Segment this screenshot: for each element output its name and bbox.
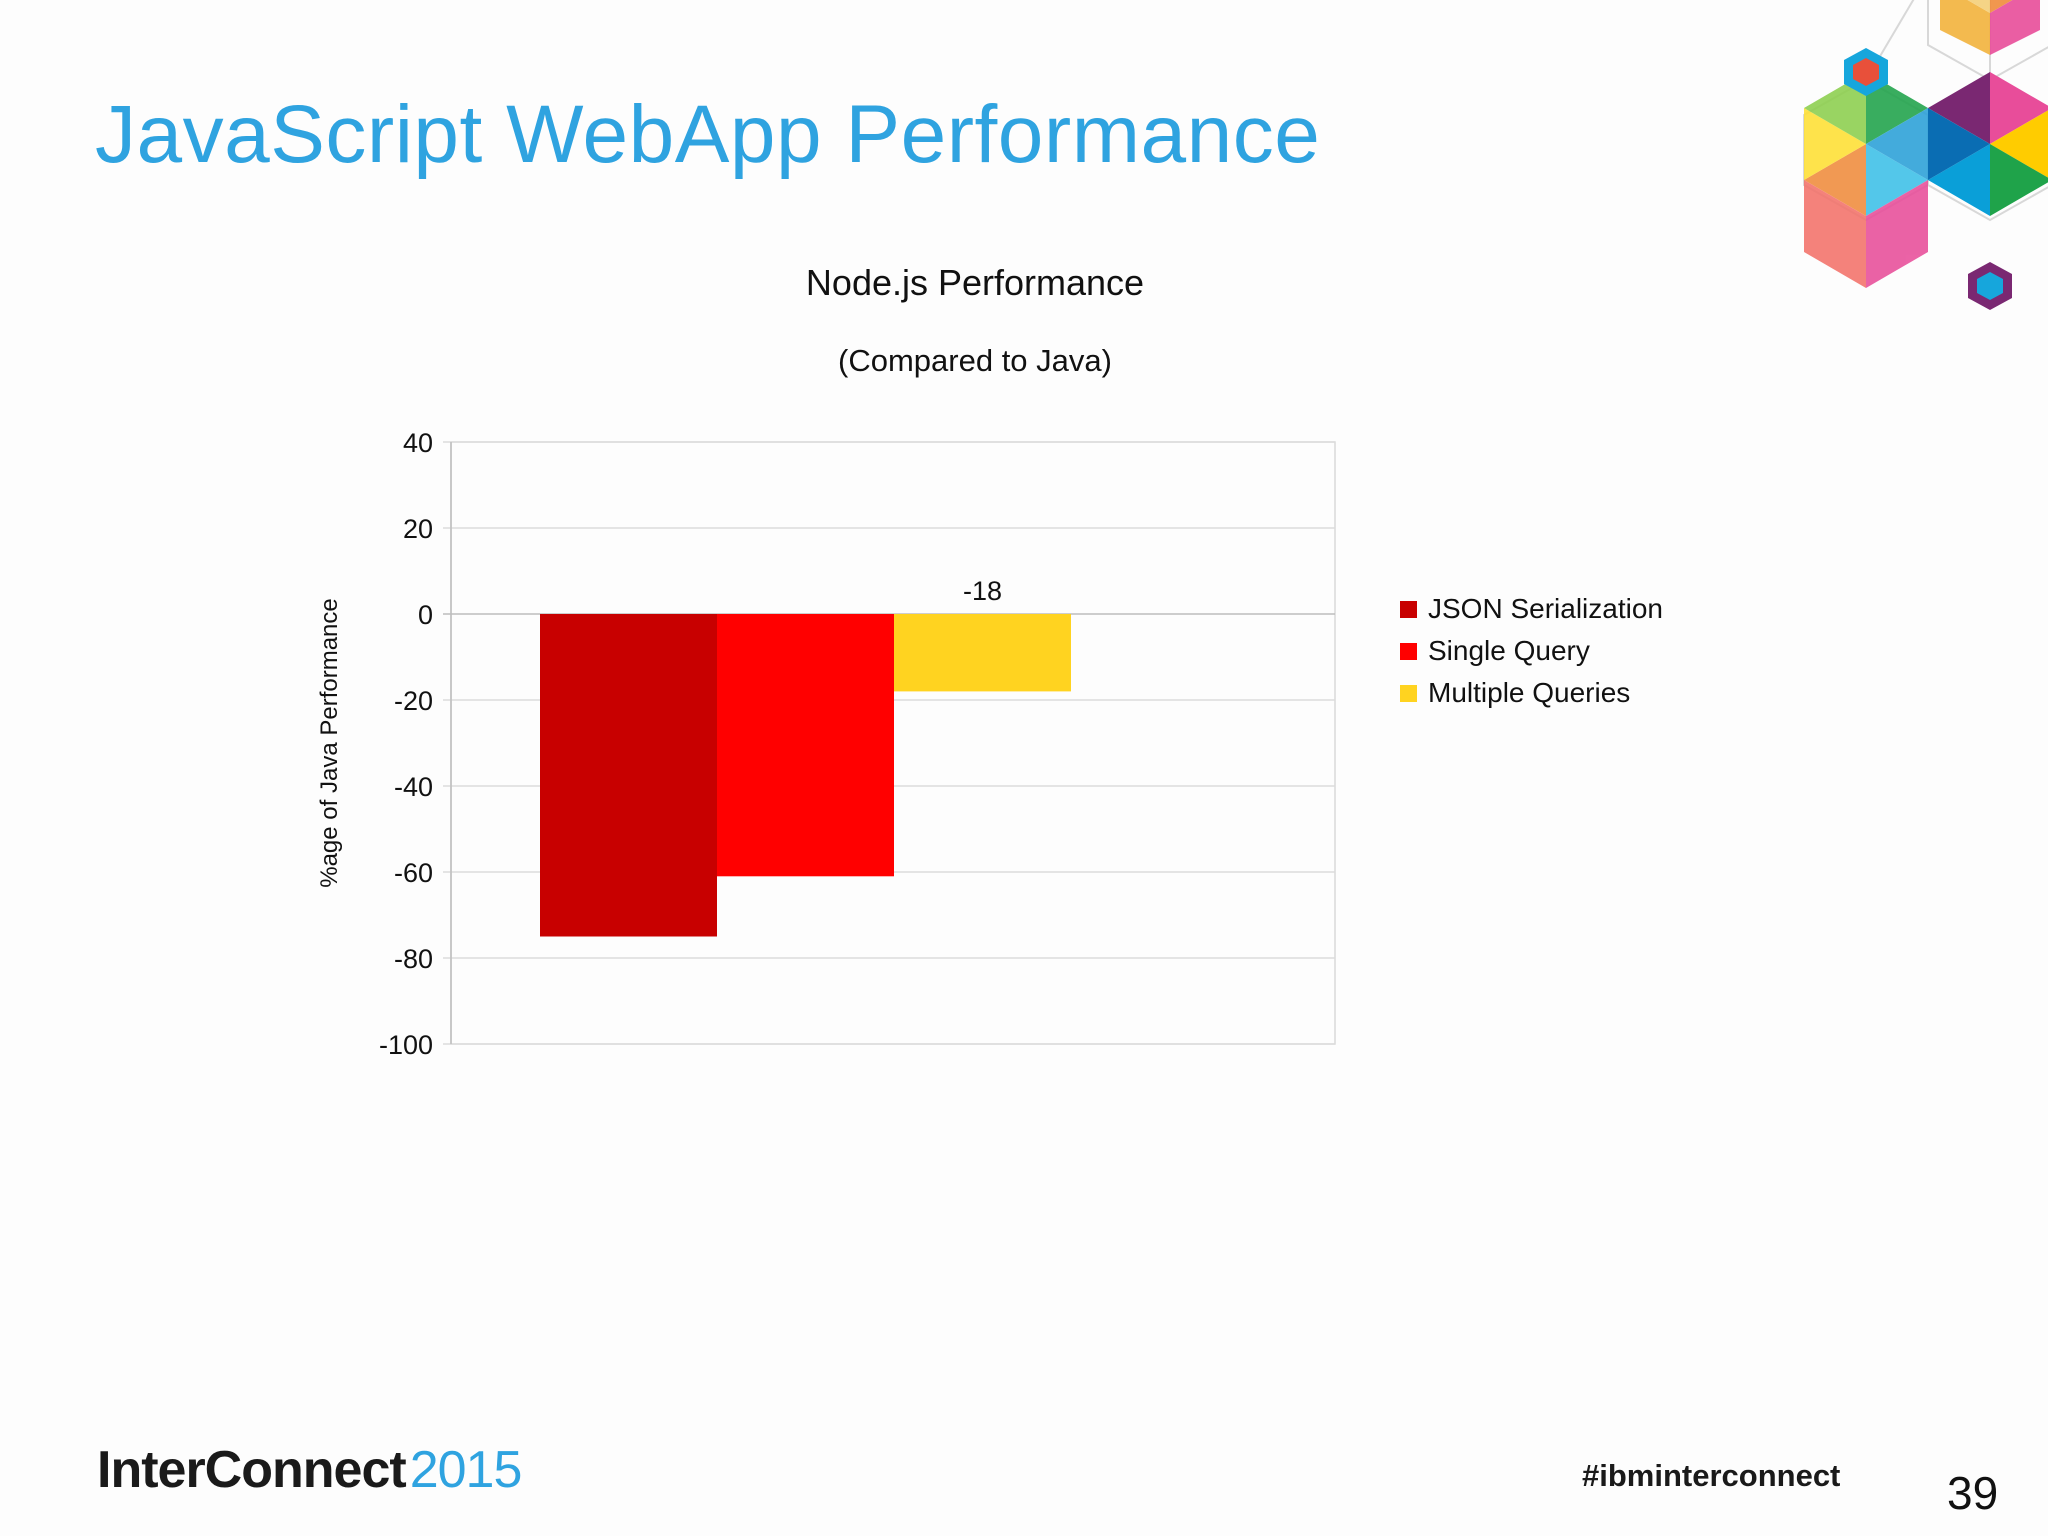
- bar: [540, 614, 717, 937]
- chart-subtitle: (Compared to Java): [838, 343, 1112, 378]
- y-tick-label: 0: [418, 600, 433, 630]
- legend-item: Single Query: [1400, 630, 1663, 672]
- bar: [717, 614, 894, 877]
- y-tick-label: 40: [403, 428, 433, 458]
- y-tick-label: -40: [394, 772, 433, 802]
- y-tick-label: 20: [403, 514, 433, 544]
- legend-label: Single Query: [1428, 635, 1590, 666]
- legend-swatch: [1400, 642, 1417, 660]
- hashtag: #ibminterconnect: [1582, 1458, 1841, 1493]
- hexagon-cluster-logo: [1803, 0, 2048, 310]
- hexagon-right: [1928, 72, 2048, 216]
- hexagon-left: [1804, 72, 1928, 288]
- legend-label: JSON Serialization: [1428, 593, 1663, 624]
- slide-title: JavaScript WebApp Performance: [95, 89, 1321, 180]
- y-tick-label: -100: [379, 1030, 433, 1060]
- legend-item: JSON Serialization: [1400, 588, 1663, 630]
- y-axis-label: %age of Java Performance: [316, 598, 343, 888]
- y-tick-label: -20: [394, 686, 433, 716]
- brand-year: 2015: [409, 1441, 523, 1499]
- hexagon-small-red: [1844, 48, 1888, 96]
- brand-name: InterConnect: [97, 1441, 407, 1499]
- legend-swatch: [1400, 684, 1417, 702]
- bar: [894, 614, 1071, 692]
- data-label: -18: [963, 576, 1002, 606]
- y-tick-label: -60: [394, 858, 433, 888]
- y-tick-label: -80: [394, 944, 433, 974]
- legend-swatch: [1400, 600, 1417, 618]
- chart-legend: JSON Serialization Single Query Multiple Q…: [1400, 588, 1663, 714]
- hexagon-small-purple: [1968, 262, 2012, 310]
- hexagon-top: [1940, 0, 2040, 55]
- interconnect-logo: InterConnect2015: [97, 1440, 523, 1500]
- legend-item: Multiple Queries: [1400, 672, 1663, 714]
- chart-title: Node.js Performance: [805, 262, 1145, 303]
- page-number: 39: [1947, 1467, 1999, 1519]
- legend-label: Multiple Queries: [1428, 677, 1631, 708]
